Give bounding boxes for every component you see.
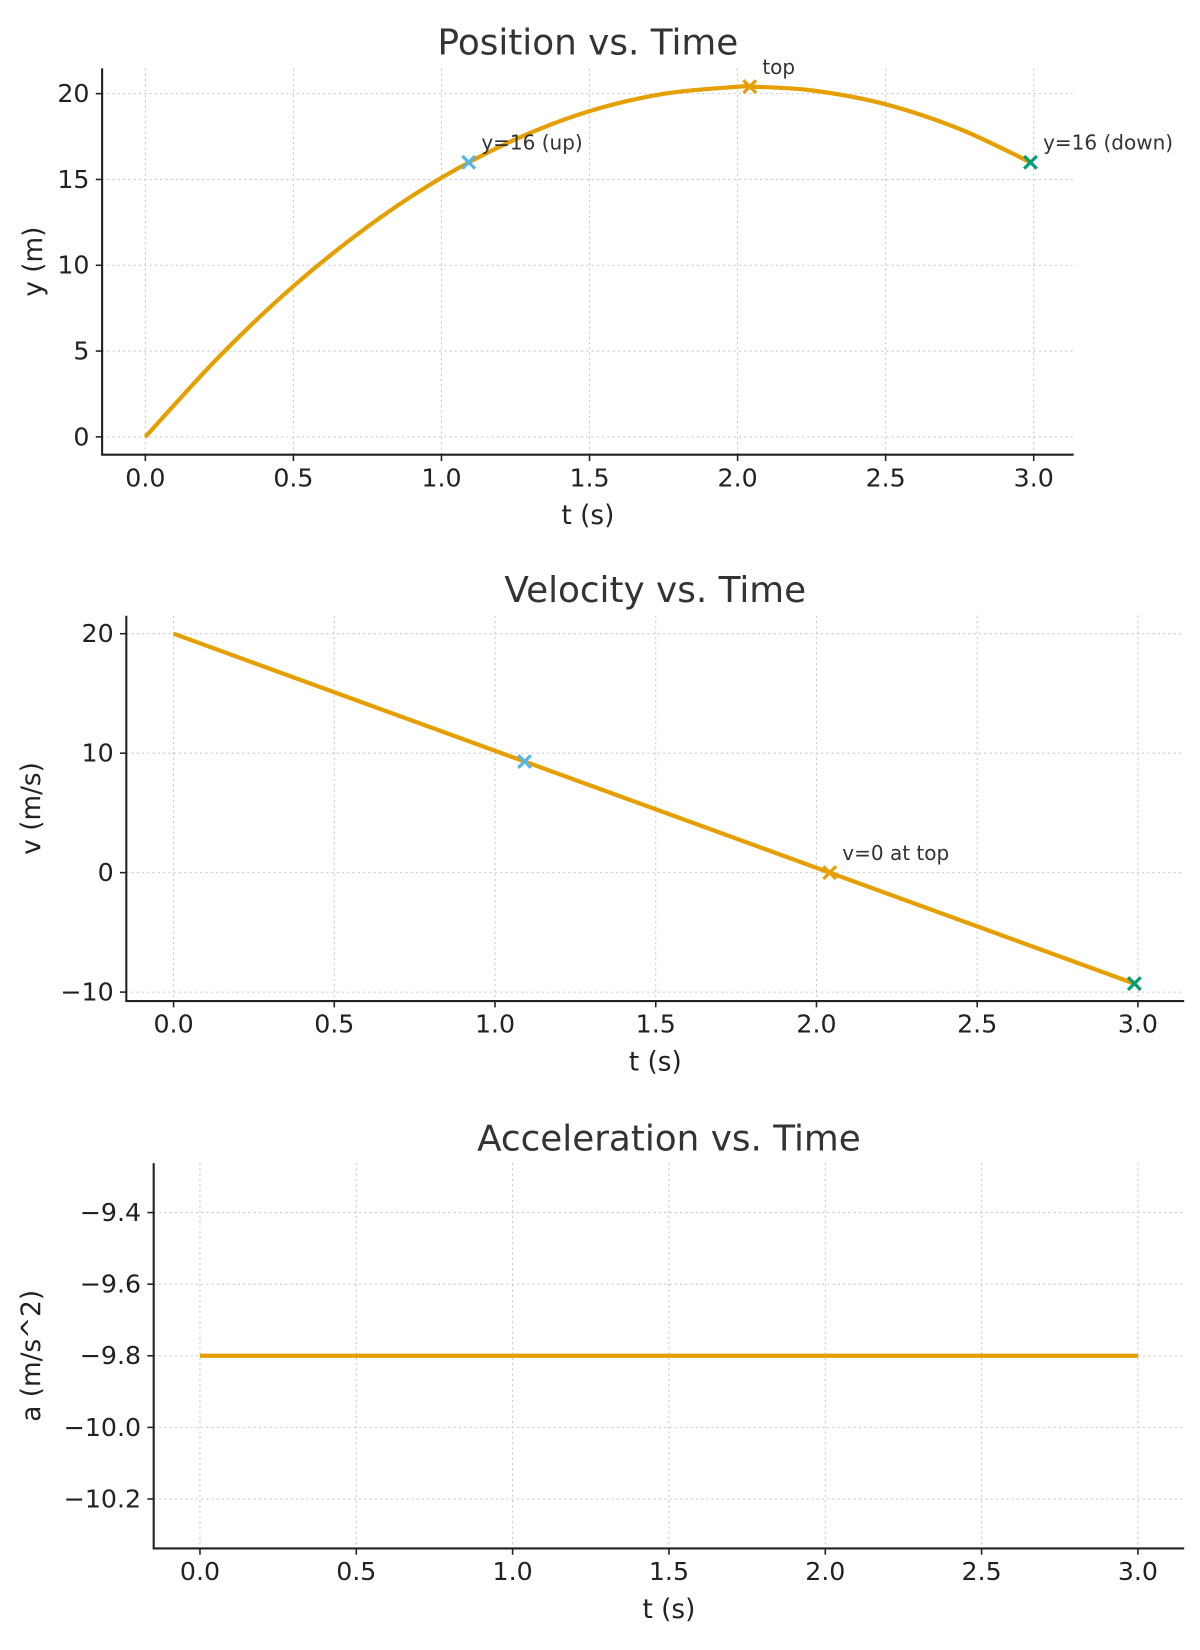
axes-spines bbox=[152, 1163, 1185, 1550]
x-marker-up bbox=[517, 754, 533, 769]
x-tick-label: 2.0 bbox=[796, 1010, 836, 1039]
x-tick-label: 3.0 bbox=[1014, 463, 1054, 492]
x-marker-up bbox=[461, 154, 477, 170]
y-tick-label: 10 bbox=[57, 251, 89, 280]
subplot-3: 0.0 0.5 1.0 1.5 2.0 2.5 3.0 −10.2 −10.0 −9.8 −9.6 −… bbox=[17, 1119, 1185, 1625]
x-tick-label: 1.5 bbox=[569, 463, 609, 492]
x-tick-label: 0.0 bbox=[153, 1010, 193, 1039]
y-tick-label: 20 bbox=[57, 79, 89, 108]
axes-spines bbox=[101, 68, 1074, 456]
y-tick-label: −9.8 bbox=[80, 1341, 141, 1370]
subplot-title: Velocity vs. Time bbox=[504, 570, 806, 611]
y-tick-label: 20 bbox=[82, 619, 114, 648]
x-tick-label: 1.0 bbox=[493, 1557, 533, 1586]
x-axis-label: t (s) bbox=[561, 501, 614, 531]
x-tick-label: 2.5 bbox=[957, 1010, 997, 1039]
subplot-2: 0.0 0.5 1.0 1.5 2.0 2.5 3.0 −10 0 10 20 v=0 at top V… bbox=[17, 570, 1185, 1078]
y-tick-label: 5 bbox=[73, 336, 89, 365]
x-tick-label: 2.0 bbox=[805, 1557, 845, 1586]
x-tick-label: 3.0 bbox=[1118, 1557, 1158, 1586]
x-marker-top bbox=[822, 865, 838, 881]
y-tick-label: −10.0 bbox=[64, 1413, 141, 1442]
series-line bbox=[172, 631, 1136, 986]
x-marker-top bbox=[742, 79, 758, 95]
x-axis-label: t (s) bbox=[629, 1048, 682, 1078]
y-tick-label: −10.2 bbox=[64, 1484, 141, 1513]
subplot-title: Position vs. Time bbox=[438, 23, 739, 64]
subplot-1: 0.0 0.5 1.0 1.5 2.0 2.5 3.0 0 5 10 15 20 y=16 (up) to… bbox=[19, 23, 1173, 531]
y-axis-label: y (m) bbox=[19, 227, 49, 297]
y-tick-label: 0 bbox=[98, 858, 114, 887]
x-marker-down bbox=[1023, 154, 1038, 170]
x-marker-down bbox=[1126, 976, 1142, 992]
series-line bbox=[143, 83, 1032, 439]
y-tick-label: 15 bbox=[57, 165, 89, 194]
x-tick-label: 0.5 bbox=[314, 1010, 354, 1039]
x-axis-label: t (s) bbox=[643, 1595, 696, 1625]
x-tick-label: 2.5 bbox=[866, 463, 906, 492]
axes-spines bbox=[125, 615, 1185, 1003]
y-tick-label: 0 bbox=[73, 422, 89, 451]
x-tick-label: 1.5 bbox=[636, 1010, 676, 1039]
y-tick-label: −9.4 bbox=[80, 1198, 141, 1227]
y-axis-label: a (m/s^2) bbox=[17, 1290, 47, 1422]
subplot-title: Acceleration vs. Time bbox=[477, 1119, 861, 1160]
x-tick-label: 3.0 bbox=[1118, 1010, 1158, 1039]
x-tick-label: 0.0 bbox=[180, 1557, 220, 1586]
x-tick-label: 0.5 bbox=[273, 463, 313, 492]
x-tick-label: 1.5 bbox=[649, 1557, 689, 1586]
y-tick-label: −9.6 bbox=[80, 1270, 141, 1299]
x-tick-label: 1.0 bbox=[421, 463, 461, 492]
annotation: top bbox=[762, 55, 795, 79]
x-tick-label: 1.0 bbox=[475, 1010, 515, 1039]
x-tick-label: 2.0 bbox=[718, 463, 758, 492]
x-tick-label: 2.5 bbox=[962, 1557, 1002, 1586]
y-tick-label: 10 bbox=[82, 739, 114, 768]
x-tick-label: 0.0 bbox=[125, 463, 165, 492]
annotation: y=16 (up) bbox=[481, 131, 582, 155]
annotation: v=0 at top bbox=[842, 841, 949, 865]
annotation: y=16 (down) bbox=[1043, 131, 1173, 155]
y-tick-label: −10 bbox=[60, 978, 113, 1007]
x-tick-label: 0.5 bbox=[336, 1557, 376, 1586]
y-axis-label: v (m/s) bbox=[17, 762, 47, 855]
